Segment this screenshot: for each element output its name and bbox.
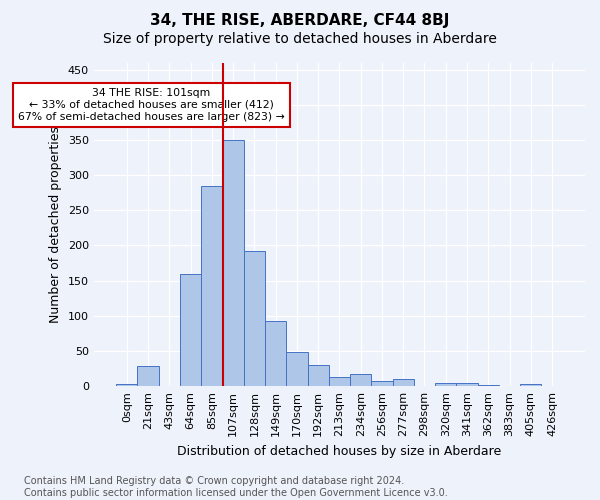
Bar [350, 374, 371, 386]
X-axis label: Distribution of detached houses by size in Aberdare: Distribution of detached houses by size … [178, 444, 502, 458]
Y-axis label: Number of detached properties: Number of detached properties [49, 126, 62, 323]
Bar [308, 365, 329, 386]
Text: Contains HM Land Registry data © Crown copyright and database right 2024.
Contai: Contains HM Land Registry data © Crown c… [24, 476, 448, 498]
Bar [223, 140, 244, 386]
Bar [180, 274, 201, 386]
Text: 34 THE RISE: 101sqm
← 33% of detached houses are smaller (412)
67% of semi-detac: 34 THE RISE: 101sqm ← 33% of detached ho… [18, 88, 285, 122]
Text: 34, THE RISE, ABERDARE, CF44 8BJ: 34, THE RISE, ABERDARE, CF44 8BJ [151, 12, 449, 28]
Bar [371, 382, 392, 386]
Bar [392, 379, 414, 386]
Bar [201, 186, 223, 386]
Text: Size of property relative to detached houses in Aberdare: Size of property relative to detached ho… [103, 32, 497, 46]
Bar [478, 385, 499, 386]
Bar [520, 384, 541, 386]
Bar [244, 251, 265, 386]
Bar [265, 320, 286, 386]
Bar [137, 366, 159, 386]
Bar [286, 352, 308, 386]
Bar [435, 382, 457, 386]
Bar [116, 384, 137, 386]
Bar [457, 382, 478, 386]
Bar [329, 377, 350, 386]
